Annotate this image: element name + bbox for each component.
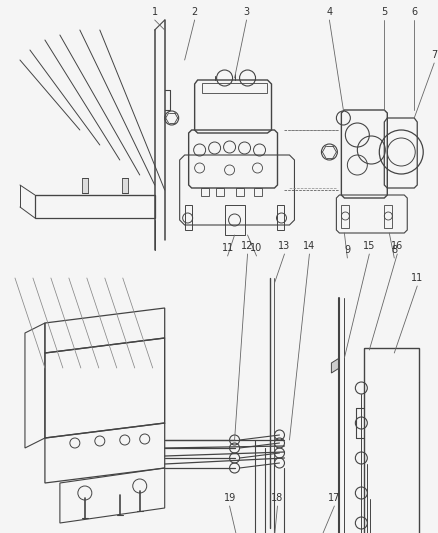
Bar [215, 188, 223, 196]
Text: 17: 17 [328, 493, 341, 503]
Text: 6: 6 [411, 7, 417, 17]
Text: 8: 8 [391, 245, 397, 255]
Text: 7: 7 [431, 50, 437, 60]
Text: 15: 15 [363, 241, 375, 251]
Bar [82, 178, 88, 193]
Text: 10: 10 [251, 243, 263, 253]
Text: 11: 11 [411, 273, 424, 283]
Text: 5: 5 [381, 7, 388, 17]
Text: 2: 2 [191, 7, 198, 17]
Text: 14: 14 [303, 241, 315, 251]
Bar [236, 188, 244, 196]
Text: 18: 18 [272, 493, 284, 503]
Text: 9: 9 [344, 245, 350, 255]
Polygon shape [332, 358, 339, 373]
Text: 11: 11 [222, 243, 234, 253]
Text: 12: 12 [241, 241, 254, 251]
Text: 1: 1 [152, 7, 158, 17]
Text: 3: 3 [244, 7, 250, 17]
Bar [201, 188, 208, 196]
Text: 19: 19 [223, 493, 236, 503]
Bar [254, 188, 261, 196]
Bar [201, 83, 266, 93]
Bar [122, 178, 128, 193]
Text: 16: 16 [391, 241, 403, 251]
Text: 4: 4 [326, 7, 332, 17]
Text: 13: 13 [279, 241, 290, 251]
